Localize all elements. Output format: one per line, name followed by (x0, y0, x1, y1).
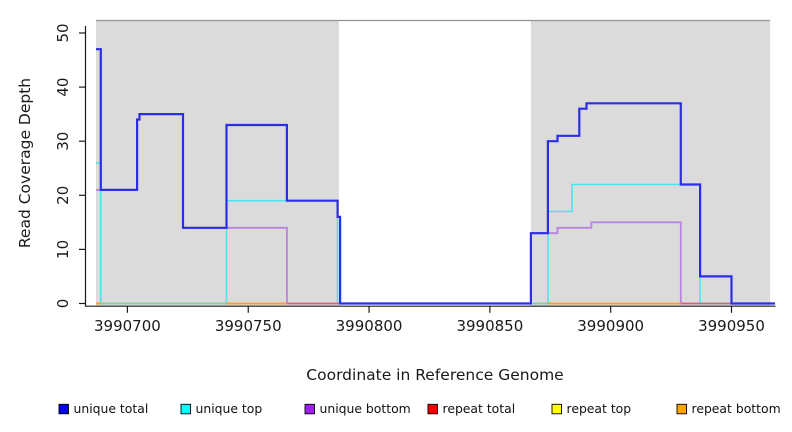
x-tick-label: 3990750 (215, 317, 282, 335)
legend-swatch-unique-bottom (304, 403, 315, 415)
legend-label-unique-bottom: unique bottom (320, 401, 411, 416)
legend-label-unique-total: unique total (74, 401, 149, 416)
legend-label-repeat-top: repeat top (567, 401, 632, 416)
x-tick-label: 3990700 (94, 317, 161, 335)
legend-swatch-unique-total (58, 403, 69, 415)
x-tick-label: 3990850 (456, 317, 523, 335)
y-axis-title: Read Coverage Depth (16, 78, 34, 248)
legend-swatch-unique-top (180, 403, 191, 415)
legend-label-unique-top: unique top (196, 401, 263, 416)
x-axis-title: Coordinate in Reference Genome (306, 366, 563, 384)
x-tick-label: 3990950 (698, 317, 765, 335)
generated-chart-layer: 3990700 3990750 3990800 3990850 3990900 39909… (54, 19, 781, 416)
y-tick-label: 0 (54, 299, 72, 309)
legend-swatch-repeat-bottom (676, 403, 687, 415)
series-line-unique-total (96, 48, 775, 305)
shaded-region-0 (96, 20, 339, 306)
y-tick-label: 10 (54, 240, 72, 259)
y-tick-label: 30 (54, 132, 72, 151)
shaded-region-1 (530, 20, 771, 306)
legend-swatch-repeat-total (427, 403, 438, 415)
y-tick-label: 40 (54, 78, 72, 97)
y-tick-label: 20 (54, 186, 72, 205)
legend-label-repeat-bottom: repeat bottom (692, 401, 781, 416)
x-tick-label: 3990900 (577, 317, 644, 335)
legend-label-repeat-total: repeat total (443, 401, 516, 416)
legend-swatch-repeat-top (551, 403, 562, 415)
y-tick-label: 50 (54, 23, 72, 42)
x-tick-label: 3990800 (336, 317, 403, 335)
